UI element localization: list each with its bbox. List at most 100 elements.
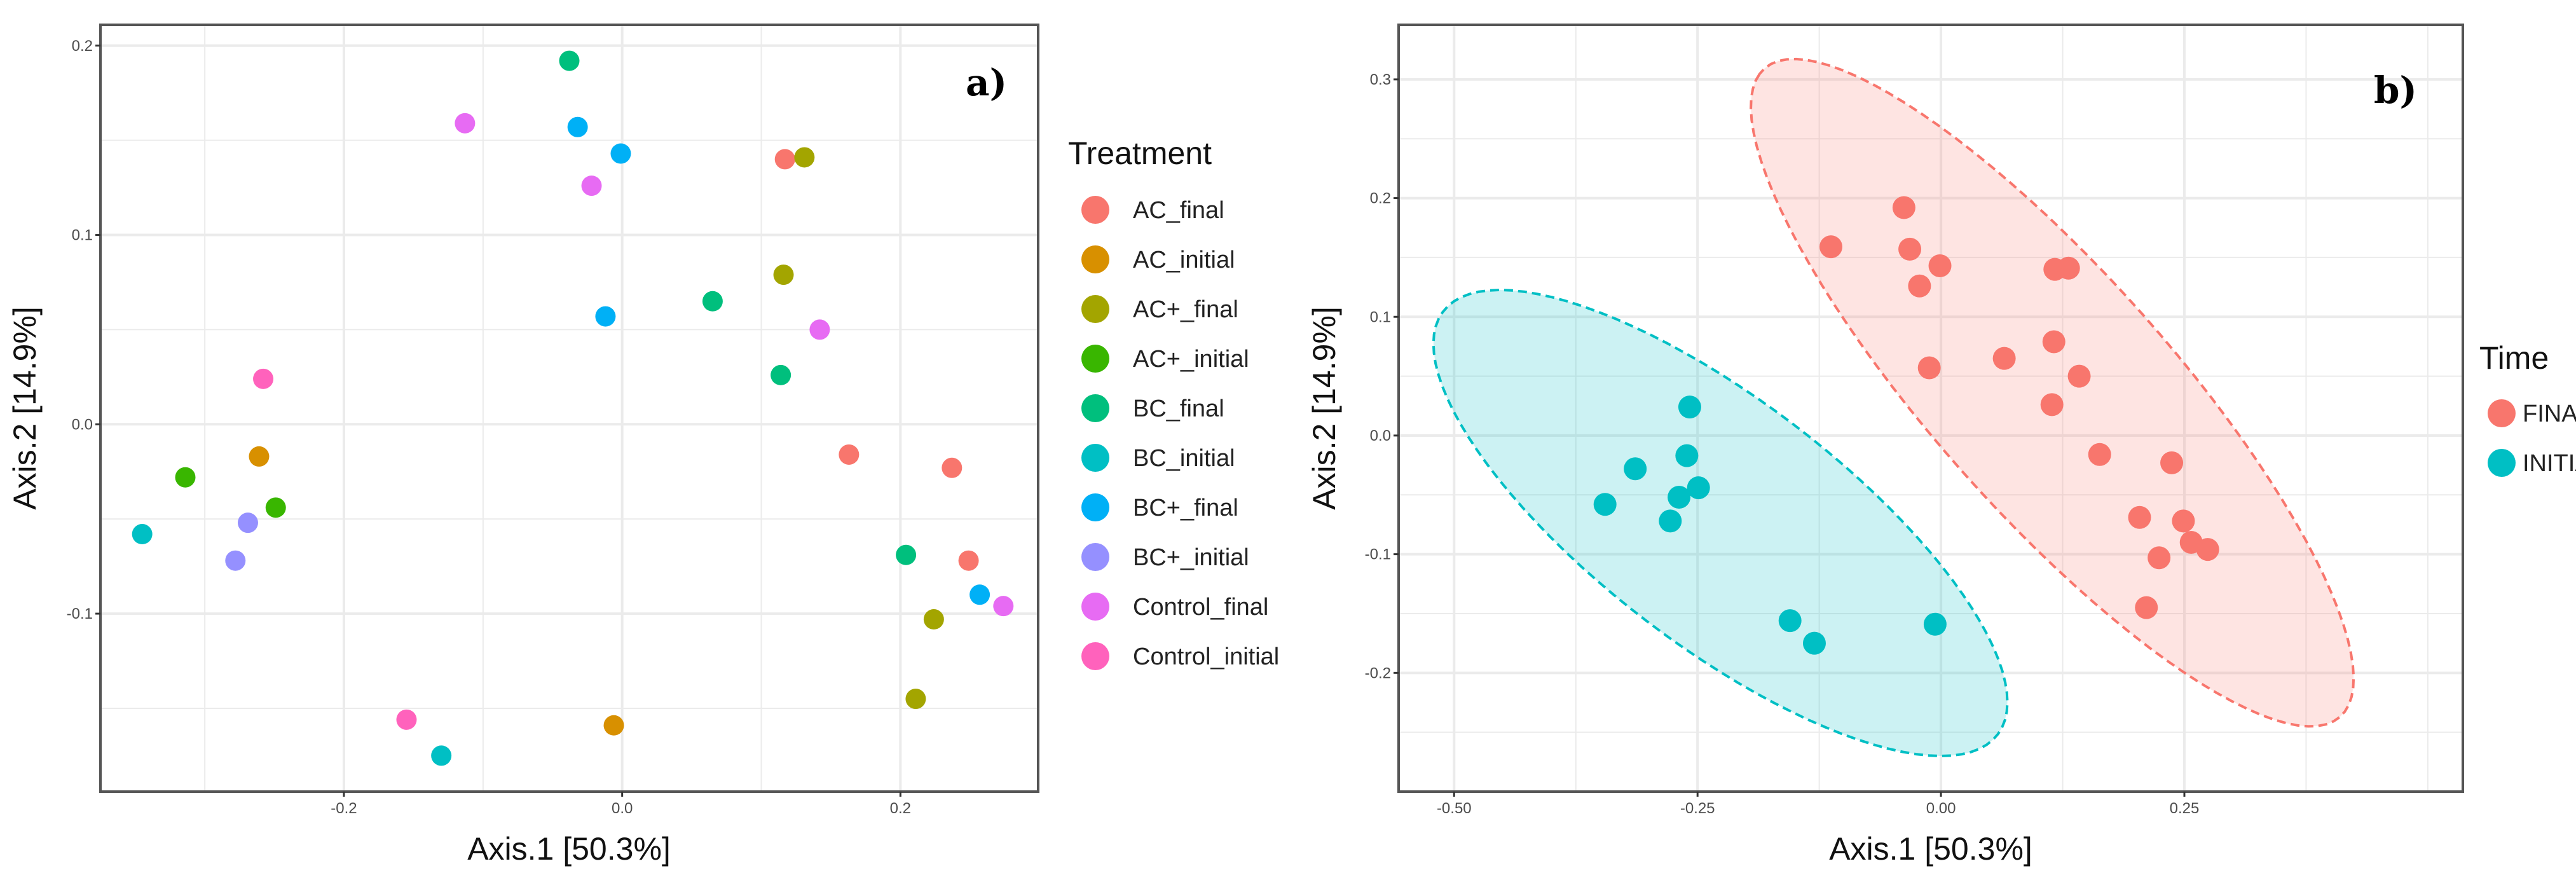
- x-tick-label: -0.2: [331, 800, 357, 817]
- plot-background: [100, 25, 1038, 792]
- data-point: [265, 497, 286, 518]
- x-tick-label: -0.50: [1437, 800, 1472, 817]
- data-point: [2148, 546, 2171, 570]
- data-point: [2040, 393, 2064, 416]
- data-point: [2196, 538, 2219, 561]
- data-point: [1668, 486, 1691, 509]
- legend-item: FINAL: [2488, 399, 2576, 427]
- y-tick-label: 0.0: [72, 416, 93, 433]
- x-tick-label: 0.0: [612, 800, 633, 817]
- legend: Treatment AC_final AC_initial AC+_final AC+_…: [1068, 135, 1279, 670]
- data-point: [595, 306, 616, 327]
- y-axis-title: Axis.2 [14.9%]: [7, 306, 43, 510]
- y-tick-label: -0.1: [1365, 546, 1391, 563]
- y-tick-label: 0.2: [72, 38, 93, 55]
- data-point: [249, 446, 270, 467]
- data-point: [2135, 596, 2158, 619]
- data-point: [603, 715, 624, 736]
- legend: Time FINAL INITIAL: [2479, 340, 2576, 477]
- data-point: [253, 368, 274, 389]
- legend-label: AC+_final: [1133, 296, 1238, 323]
- data-point: [2128, 505, 2151, 529]
- data-point: [175, 467, 196, 488]
- data-point: [581, 175, 602, 196]
- data-point: [567, 116, 588, 137]
- data-point: [1992, 347, 2016, 370]
- legend-item: AC_final: [1081, 196, 1224, 224]
- data-point: [1659, 509, 1682, 533]
- y-tick-label: 0.1: [1370, 308, 1391, 326]
- legend-label: FINAL: [2523, 401, 2576, 427]
- legend-label: INITIAL: [2523, 450, 2576, 477]
- legend-item: AC+_final: [1081, 295, 1238, 323]
- panel-label: a): [966, 61, 1007, 104]
- confidence-ellipse-initial: [1432, 288, 2009, 758]
- data-point: [771, 364, 791, 385]
- legend-key-dot: [2488, 399, 2516, 427]
- legend-item: AC_initial: [1081, 245, 1235, 273]
- x-tick-label: -0.25: [1680, 800, 1715, 817]
- x-axis-title: Axis.1 [50.3%]: [1829, 831, 2032, 867]
- legend-item: BC+_initial: [1081, 543, 1249, 571]
- data-point: [896, 544, 917, 565]
- data-point: [1687, 476, 1710, 500]
- plot-border: [99, 24, 1039, 793]
- legend-title: Time: [2479, 340, 2549, 376]
- data-point: [610, 143, 631, 164]
- data-point: [2067, 364, 2091, 388]
- data-point: [905, 689, 926, 710]
- legend-key-dot: [1081, 543, 1109, 571]
- data-point: [1678, 395, 1701, 419]
- legend-item: Control_initial: [1081, 642, 1279, 670]
- legend-item: AC+_initial: [1081, 345, 1249, 373]
- data-point: [2172, 509, 2195, 533]
- legend-label: BC_initial: [1133, 445, 1235, 472]
- legend-item: INITIAL: [2488, 449, 2576, 477]
- data-point: [773, 265, 794, 285]
- data-point: [1624, 457, 1647, 481]
- x-tick-label: 0.00: [1926, 800, 1956, 817]
- y-tick-label: -0.1: [67, 605, 93, 622]
- data-point: [1675, 444, 1699, 467]
- data-point: [1593, 493, 1617, 516]
- legend-label: AC+_initial: [1133, 346, 1249, 373]
- legend-key-dot: [1081, 642, 1109, 670]
- data-point: [455, 113, 476, 134]
- y-tick-label: 0.1: [72, 227, 93, 244]
- legend-item: BC_final: [1081, 394, 1224, 422]
- legend-key-dot: [1081, 245, 1109, 273]
- legend-key-dot: [1081, 444, 1109, 472]
- legend-key-dot: [1081, 394, 1109, 422]
- data-point: [1898, 237, 1922, 261]
- data-point: [993, 596, 1014, 617]
- legend-key-dot: [2488, 449, 2516, 477]
- legend-item: BC+_final: [1081, 493, 1238, 521]
- legend-key-dot: [1081, 196, 1109, 224]
- data-point: [225, 550, 246, 571]
- legend-key-dot: [1081, 345, 1109, 373]
- x-tick-label: 0.25: [2170, 800, 2200, 817]
- x-tick-label: 0.2: [890, 800, 911, 817]
- data-point: [702, 291, 723, 312]
- x-axis-title: Axis.1 [50.3%]: [467, 831, 671, 867]
- legend-label: BC_final: [1133, 395, 1224, 422]
- plot-border: [1397, 24, 2464, 793]
- legend-label: BC+_final: [1133, 495, 1238, 521]
- data-point: [1778, 609, 1802, 633]
- data-point: [2160, 451, 2184, 474]
- legend-label: AC_final: [1133, 197, 1224, 224]
- y-tick-label: -0.2: [1365, 664, 1391, 682]
- legend-label: Control_initial: [1133, 643, 1279, 670]
- data-point: [969, 584, 990, 605]
- plot-panel-a: -0.2 0.0 0.2 -0.1 0.0 0.1 0.2 Axis.1 [50.3%] Axi…: [7, 24, 1279, 867]
- plot-panel-b: -0.50 -0.25 0.00 0.25 -0.2 -0.1 0.0 0.1 0.2 0.3 Ax…: [1306, 24, 2576, 867]
- legend-label: AC_initial: [1133, 247, 1235, 273]
- data-point: [942, 457, 963, 478]
- data-point: [1819, 235, 1843, 259]
- data-point: [559, 50, 580, 71]
- legend-key-dot: [1081, 493, 1109, 521]
- y-tick-label: 0.0: [1370, 427, 1391, 444]
- data-point: [1892, 196, 1915, 219]
- data-point: [774, 149, 795, 170]
- legend-label: Control_final: [1133, 594, 1268, 621]
